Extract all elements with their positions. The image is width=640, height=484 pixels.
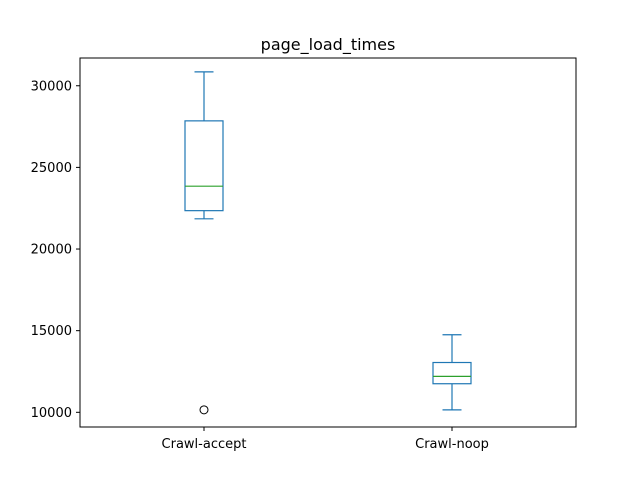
box-crawl-noop — [432, 334, 472, 411]
plot-area-frame — [79, 57, 577, 428]
outlier-point — [199, 405, 209, 415]
box-crawl-accept — [184, 71, 224, 415]
y-tick-label: 20000 — [31, 243, 72, 258]
y-tick-label: 15000 — [31, 324, 72, 339]
x-tick-label: Crawl-noop — [415, 437, 489, 452]
y-tick-label: 25000 — [31, 161, 72, 176]
y-tick-label: 30000 — [31, 79, 72, 94]
x-tick-label: Crawl-accept — [162, 437, 247, 452]
chart-title: page_load_times — [261, 35, 396, 55]
box-series — [184, 71, 472, 415]
x-axis-ticks: Crawl-accept Crawl-noop — [162, 427, 489, 452]
iqr-box — [432, 361, 472, 385]
y-axis-ticks: 10000 15000 20000 25000 30000 — [31, 79, 80, 421]
iqr-box — [184, 120, 224, 212]
y-tick-label: 10000 — [31, 406, 72, 421]
